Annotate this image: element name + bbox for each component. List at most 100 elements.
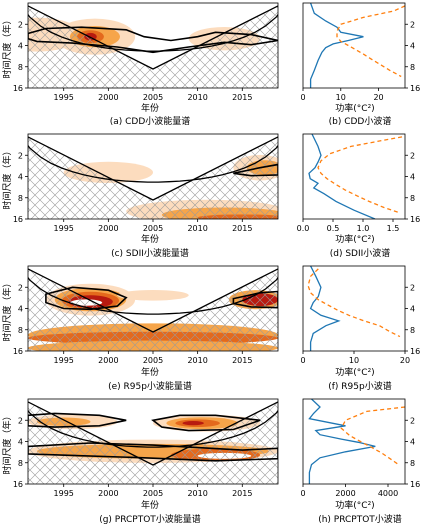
- y-tick-label: 8: [18, 194, 23, 203]
- captions: (a) CDD小波能量谱 (b) CDD小波谱 (c) SDII小波能量谱 (d…: [99, 115, 402, 525]
- y-tick-label: 4: [18, 173, 23, 182]
- coi-boundary: [28, 401, 278, 466]
- y-tick-label: 16: [13, 480, 23, 489]
- global-spectrum-line: [308, 134, 376, 219]
- significance-contour-1: [45, 286, 128, 311]
- x-tick-label: 2005: [143, 356, 163, 365]
- x-tick-label: 2000: [98, 489, 118, 498]
- right-xlabels: 功率(°C²) 功率(°C²) 功率(°C²) 功率(°C²): [335, 102, 374, 511]
- y-tick-label: 8: [410, 194, 415, 203]
- y-tick-label: 8: [18, 459, 23, 468]
- wavelet-power-panel-3: 1995 2000 2005 2010 2015 2 4 8 16: [13, 265, 279, 365]
- y-tick-label: 4: [18, 305, 23, 314]
- y-tick-label: 4: [410, 42, 415, 51]
- x-tick-label: 2000: [98, 93, 118, 102]
- panel-frame: [302, 265, 406, 352]
- right-xlabel-row-3: 功率(°C²): [335, 366, 374, 378]
- global-spectrum-panel-1: 0 10 20 2 4 8 16: [300, 2, 420, 102]
- x-tick-label: 2015: [232, 224, 252, 233]
- global-spectrum-line: [308, 399, 376, 484]
- left-xlabel-row-1: 年份: [141, 102, 159, 114]
- global-spectrum-line: [309, 3, 364, 88]
- power-region-6: [182, 421, 204, 426]
- heatmap-body: [28, 3, 278, 88]
- x-tick-label: 0.0: [297, 224, 310, 233]
- global-spectrum-line: [309, 266, 341, 351]
- x-tick-label: 2000: [98, 224, 118, 233]
- heatmap-body: [28, 266, 278, 351]
- y-tick-label: 2: [410, 416, 415, 425]
- coi-hatch: [28, 3, 278, 88]
- x-tick-label: 0: [300, 489, 305, 498]
- x-tick-label: 0: [300, 356, 305, 365]
- y-tick-label: 16: [410, 480, 420, 489]
- x-tick-label: 1995: [54, 356, 74, 365]
- x-tick-label: 1.0: [357, 224, 370, 233]
- x-tick-label: 2015: [232, 356, 252, 365]
- heatmap-body: [28, 134, 278, 219]
- y-tick-label: 2: [410, 151, 415, 160]
- x-tick-label: 2000: [335, 489, 355, 498]
- right-xlabel-row-4: 功率(°C²): [335, 499, 374, 511]
- x-tick-label: 2015: [232, 93, 252, 102]
- caption-d: (d) SDII小波谱: [330, 247, 391, 259]
- x-tick-label: 1995: [54, 489, 74, 498]
- y-tick-label: 4: [410, 305, 415, 314]
- left-ylabel-group: 时间尺度（年） 时间尺度（年） 时间尺度（年） 时间尺度（年）: [1, 15, 13, 474]
- caption-b: (b) CDD小波谱: [329, 115, 392, 127]
- wavelet-power-panel-4: 1995 2000 2005 2010 2015 2 4 8 16: [13, 398, 279, 498]
- coi-arc: [28, 276, 278, 315]
- y-tick-label: 8: [410, 459, 415, 468]
- significance-contour-1: [28, 26, 278, 54]
- global-spectrum-panel-2: 0.0 0.5 1.0 1.5 2 4 8 16: [297, 133, 420, 233]
- x-tick-label: 2000: [98, 356, 118, 365]
- y-tick-label: 4: [410, 438, 415, 447]
- x-tick-label: 10: [336, 93, 346, 102]
- caption-h: (h) PRCPTOT小波谱: [318, 513, 402, 525]
- significance-contour-2: [151, 414, 261, 432]
- coi-hatch: [28, 134, 278, 219]
- left-ylabel-row-2: 时间尺度（年）: [1, 146, 13, 209]
- x-tick-label: 10: [349, 356, 359, 365]
- x-tick-label: 1995: [54, 93, 74, 102]
- x-tick-label: 2010: [187, 489, 207, 498]
- x-tick-label: 20: [400, 356, 410, 365]
- x-tick-label: 2010: [187, 93, 207, 102]
- caption-a: (a) CDD小波能量谱: [110, 115, 191, 127]
- significance-contour-1: [233, 163, 278, 177]
- left-ylabel-row-4: 时间尺度（年）: [1, 411, 13, 474]
- left-xlabel-row-4: 年份: [141, 499, 159, 511]
- significance-contour-2: [232, 290, 278, 309]
- x-tick-label: 0: [300, 93, 305, 102]
- global-spectrum-panel-4: 0 2000 4000 2 4 8 16: [300, 398, 420, 498]
- y-tick-label: 2: [410, 20, 415, 29]
- coi-arc: [28, 13, 278, 52]
- y-tick-label: 8: [18, 63, 23, 72]
- y-tick-label: 16: [13, 84, 23, 93]
- left-ylabel-row-1: 时间尺度（年）: [1, 15, 13, 78]
- x-tick-label: 20: [373, 93, 383, 102]
- y-tick-label: 16: [410, 347, 420, 356]
- coi-boundary: [28, 268, 278, 333]
- right-xlabel-row-2: 功率(°C²): [335, 233, 374, 245]
- coi-hatch: [28, 266, 278, 351]
- left-xlabels: 年份 年份 年份 年份: [141, 102, 159, 511]
- x-tick-label: 1995: [54, 224, 74, 233]
- power-region-6: [117, 289, 189, 301]
- spectrum-body: [308, 134, 403, 219]
- left-ylabel-row-3: 时间尺度（年）: [1, 278, 13, 341]
- y-tick-label: 8: [410, 63, 415, 72]
- y-tick-label: 16: [410, 215, 420, 224]
- significance-line: [307, 268, 401, 338]
- y-tick-label: 16: [13, 215, 23, 224]
- caption-f: (f) R95p小波谱: [328, 380, 391, 392]
- y-tick-label: 2: [18, 20, 23, 29]
- x-tick-label: 2005: [143, 224, 163, 233]
- x-tick-label: 1.5: [387, 224, 400, 233]
- y-tick-label: 16: [13, 347, 23, 356]
- x-tick-label: 2005: [143, 489, 163, 498]
- left-xlabel-row-3: 年份: [141, 366, 159, 378]
- significance-contour-3: [28, 442, 278, 462]
- x-tick-label: 2010: [187, 224, 207, 233]
